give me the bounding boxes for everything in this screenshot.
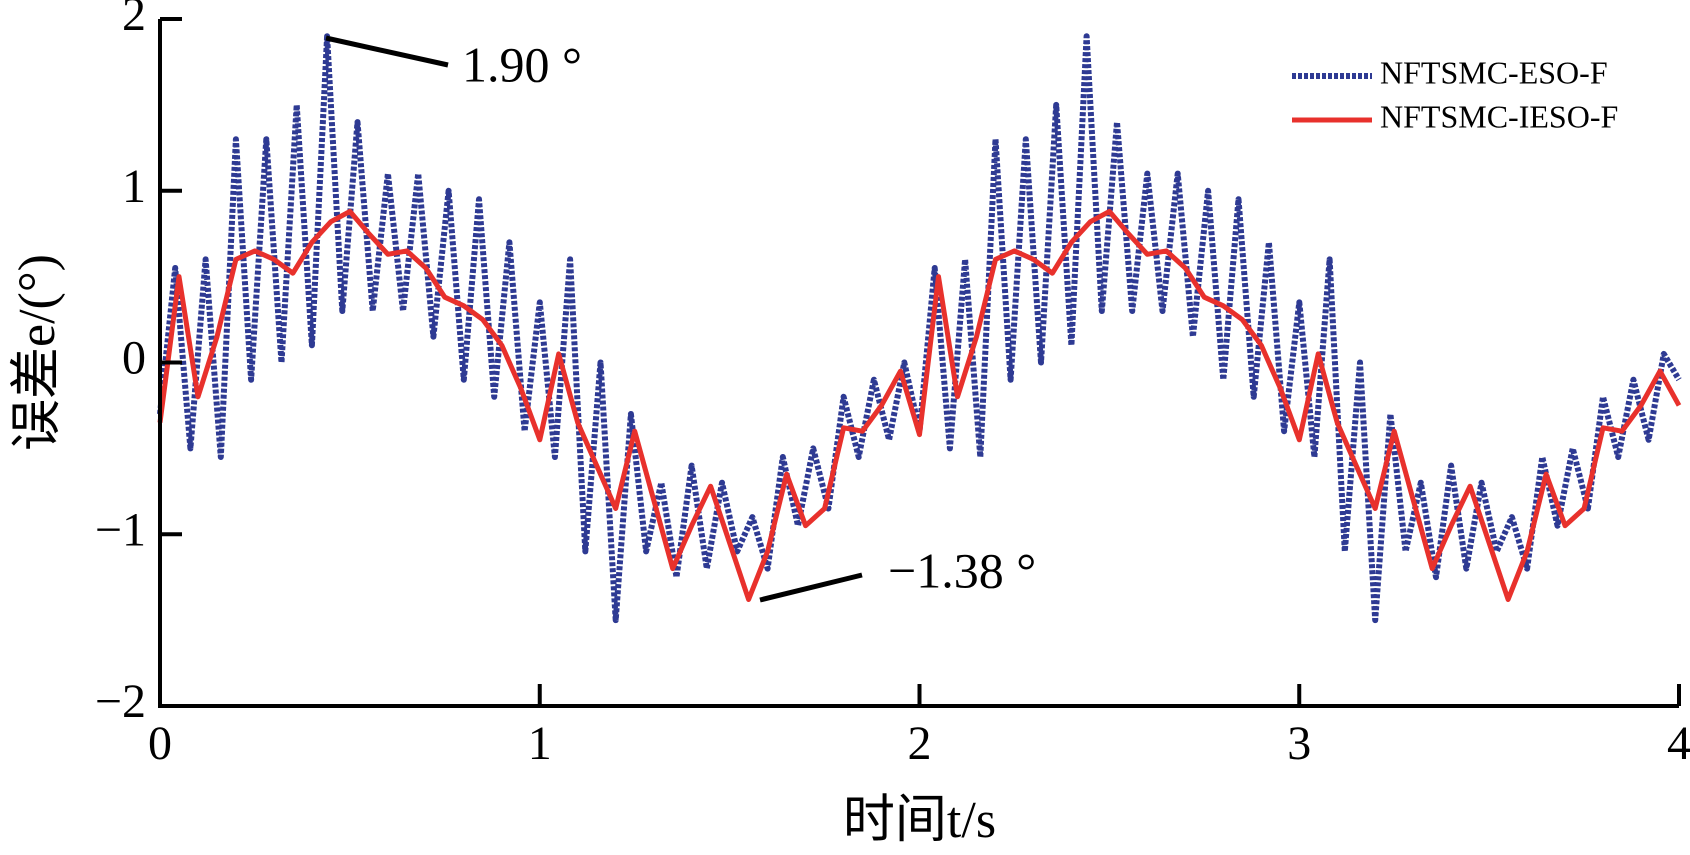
series-line: [157, 208, 1682, 602]
y-tick-label: 0: [122, 332, 146, 385]
legend-label: NFTSMC-ESO-F: [1380, 54, 1608, 90]
y-axis-label: 误差e/(°): [9, 254, 66, 451]
x-tick-label: 4: [1667, 717, 1690, 770]
annotation-leader: [325, 35, 449, 68]
legend-label: NFTSMC-IESO-F: [1380, 98, 1618, 134]
x-tick-label: 0: [148, 717, 172, 770]
y-tick-label: −2: [95, 675, 146, 728]
annotation: −1.38 °: [888, 542, 1036, 598]
x-tick-label: 1: [528, 717, 552, 770]
x-tick-label: 2: [908, 717, 932, 770]
y-tick-label: 2: [122, 0, 146, 41]
series-line: [157, 33, 1682, 624]
x-tick-label: 3: [1287, 717, 1311, 770]
x-axis-label: 时间t/s: [843, 792, 996, 849]
annotation: 1.90 °: [462, 36, 582, 92]
y-tick-label: −1: [95, 503, 146, 556]
y-tick-label: 1: [122, 160, 146, 213]
annotation-leader: [759, 572, 863, 603]
